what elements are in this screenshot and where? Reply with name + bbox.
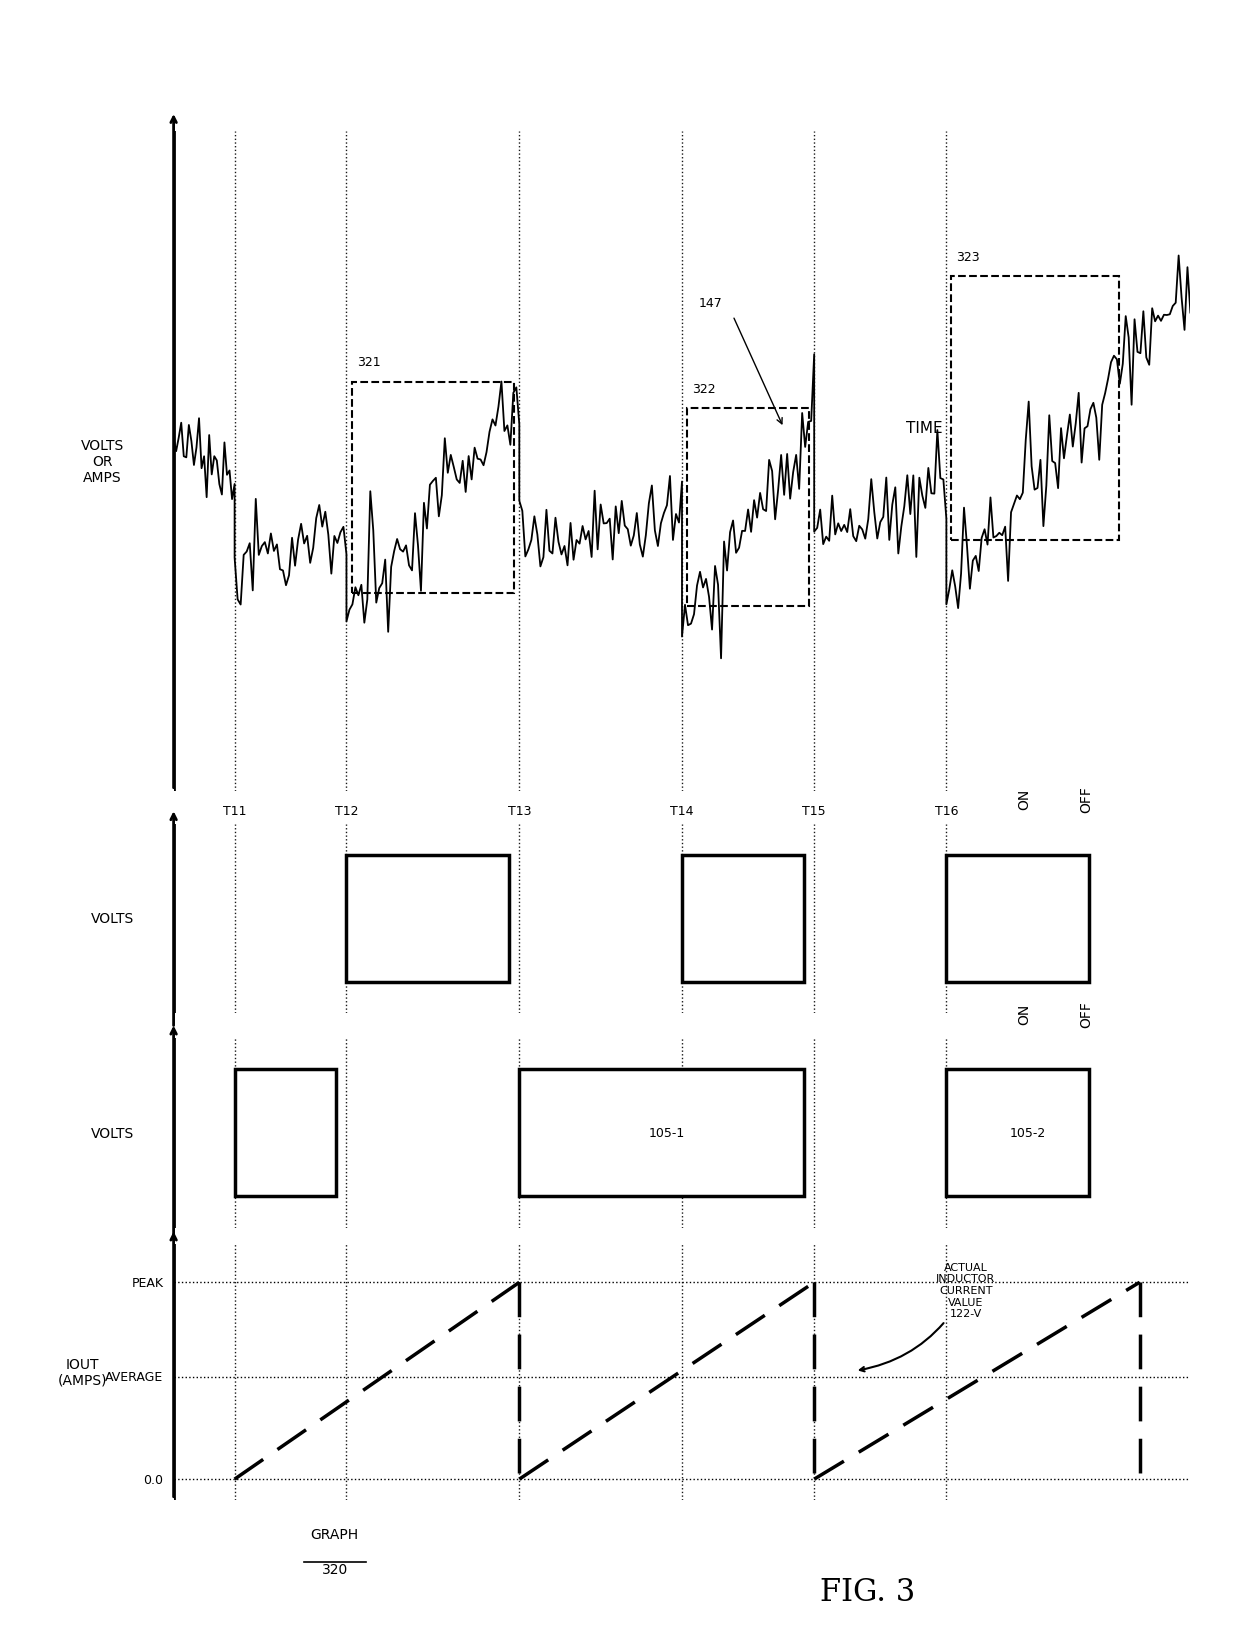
Bar	[520, 1070, 804, 1196]
Bar	[352, 382, 515, 593]
Text: 105-1: 105-1	[649, 1127, 684, 1139]
Bar	[687, 409, 808, 606]
Text: T15: T15	[802, 804, 826, 817]
Bar	[346, 855, 510, 982]
Text: OFF: OFF	[1079, 786, 1092, 812]
Text: ACTUAL
INDUCTOR
CURRENT
VALUE
122-V: ACTUAL INDUCTOR CURRENT VALUE 122-V	[859, 1262, 996, 1371]
Text: T12: T12	[335, 804, 358, 817]
Text: ON: ON	[1017, 789, 1030, 809]
Text: 0.0: 0.0	[144, 1473, 164, 1486]
Bar	[951, 277, 1120, 541]
Text: GRAPH: GRAPH	[311, 1528, 358, 1541]
Text: 321: 321	[357, 356, 381, 369]
Text: VOLTS: VOLTS	[91, 1126, 134, 1140]
Text: IOUT
(AMPS): IOUT (AMPS)	[57, 1356, 107, 1388]
Text: 147: 147	[699, 297, 723, 310]
Bar	[682, 855, 804, 982]
Text: T13: T13	[507, 804, 531, 817]
Text: TIME: TIME	[905, 420, 942, 437]
Text: 322: 322	[692, 382, 715, 396]
Text: PEAK: PEAK	[131, 1276, 164, 1289]
Text: FIG. 3: FIG. 3	[821, 1575, 915, 1607]
Text: VOLTS: VOLTS	[91, 911, 134, 926]
Text: VOLTS
OR
AMPS: VOLTS OR AMPS	[81, 438, 124, 485]
Text: 105-2: 105-2	[1009, 1127, 1045, 1139]
Text: 323: 323	[956, 250, 980, 264]
Text: AVERAGE: AVERAGE	[105, 1371, 164, 1384]
Bar	[946, 1070, 1089, 1196]
Text: 320: 320	[321, 1562, 348, 1575]
Text: T11: T11	[223, 804, 247, 817]
Bar	[946, 855, 1089, 982]
Text: T14: T14	[671, 804, 693, 817]
Bar	[234, 1070, 336, 1196]
Text: OFF: OFF	[1079, 1000, 1092, 1027]
Text: T16: T16	[935, 804, 959, 817]
Text: ON: ON	[1017, 1004, 1030, 1023]
